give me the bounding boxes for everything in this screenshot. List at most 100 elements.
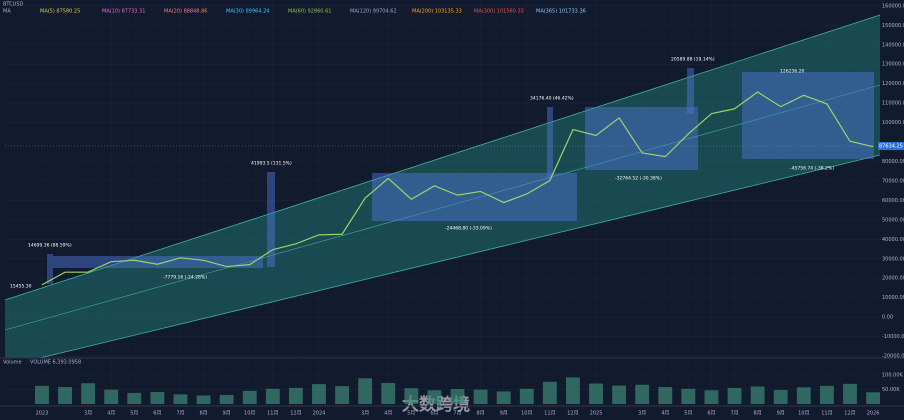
x-tick-label: 11月 — [544, 411, 555, 417]
x-tick-label: 6月 — [153, 411, 161, 417]
ma-label: MA(120) 99704.62 — [350, 9, 397, 15]
volume-bar — [265, 388, 280, 404]
x-tick-label: 12月 — [567, 411, 578, 417]
y-tick-label: 20000.00 — [882, 276, 904, 282]
volume-bar — [819, 385, 834, 404]
x-tick-label: 4月 — [661, 411, 669, 417]
last-price-tag — [878, 142, 904, 150]
volume-bar — [843, 383, 857, 404]
ma-label: MA(200) 103135.33 — [412, 9, 462, 15]
annotation: 34176.40 (46.42%) — [530, 96, 574, 102]
x-tick-label: 5月 — [130, 411, 138, 417]
volume-bar — [150, 392, 165, 404]
annotation: -32764.52 (-30.38%) — [615, 176, 662, 182]
volume-bar — [196, 395, 211, 404]
x-tick-label: 2024 — [313, 411, 326, 417]
y-tick-label: 30000.00 — [882, 256, 904, 262]
x-tick-label: 10月 — [798, 411, 809, 417]
volume-bar — [35, 385, 49, 404]
x-tick-label: 4月 — [384, 411, 392, 417]
volume-bar — [104, 389, 119, 404]
x-tick-label: 7月 — [453, 411, 461, 417]
measure-box — [742, 72, 874, 159]
volume-bar — [589, 383, 603, 404]
volume-bar — [381, 382, 396, 404]
volume-bar — [312, 384, 326, 404]
measure-box — [687, 68, 694, 114]
volume-bar — [58, 387, 72, 404]
x-tick-label: 12月 — [844, 411, 855, 417]
volume-bar — [727, 387, 742, 404]
y-tick-label: 50000.00 — [882, 217, 904, 223]
y-tick-label: 130000.00 — [882, 62, 904, 68]
y-tick-label: 110000.00 — [882, 101, 904, 107]
volume-bar — [219, 394, 234, 404]
volume-bar — [127, 392, 142, 404]
ma-label: MA(365) 101733.36 — [536, 9, 586, 15]
volume-bar — [566, 377, 580, 404]
x-tick-label: 5月 — [684, 411, 692, 417]
volume-bar — [81, 383, 96, 404]
volume-label: VOLUME 6,393.0958 — [30, 360, 81, 366]
symbol: BTCUSD — [3, 2, 24, 8]
y-tick-label: 60000.00 — [882, 198, 904, 204]
measure-box — [53, 256, 263, 268]
x-tick-label: 2026 — [867, 411, 880, 417]
volume-bar — [635, 384, 650, 404]
volume-bar — [542, 381, 557, 404]
x-tick-label: 3月 — [361, 411, 369, 417]
channel-fill — [5, 15, 880, 358]
y-tick-label: 70000.00 — [882, 178, 904, 184]
x-tick-label: 8月 — [476, 411, 484, 417]
last-price: 87634.25 — [879, 144, 903, 150]
x-tick-label: 8月 — [754, 411, 762, 417]
x-tick-label: 8月 — [199, 411, 207, 417]
y-tick-label: 160000.00 — [882, 3, 904, 9]
ma-label: MA(5) 87580.25 — [40, 9, 80, 15]
volume-bar — [450, 389, 465, 404]
volume-bar — [519, 388, 534, 404]
volume-bar — [750, 386, 765, 404]
x-tick-label: 6月 — [430, 411, 438, 417]
ma-label: MA(30) 89964.24 — [226, 9, 269, 15]
x-tick-label: 12月 — [290, 411, 301, 417]
volume-tick-label: 100.00K — [882, 372, 903, 378]
volume-bar — [704, 390, 719, 404]
channel-mid — [4, 84, 881, 331]
x-tick-label: 9月 — [500, 411, 508, 417]
x-tick-label: 2025 — [590, 411, 603, 417]
volume-bar — [773, 389, 788, 404]
measure-box — [372, 173, 577, 221]
volume-bar — [173, 394, 188, 404]
y-tick-label: -20000.00 — [882, 354, 904, 360]
y-tick-label: -10000.00 — [882, 334, 904, 340]
x-tick-label: 9月 — [223, 411, 231, 417]
ma-label: MA(300) 101560.33 — [474, 9, 524, 15]
x-tick-label: 4月 — [107, 411, 115, 417]
x-tick-label: 6月 — [707, 411, 715, 417]
y-tick-label: 40000.00 — [882, 237, 904, 243]
annotation: 14699.36 (88.59%) — [28, 243, 72, 249]
measure-box — [547, 107, 553, 179]
volume-bar — [473, 389, 488, 404]
volume-bar — [358, 378, 373, 404]
x-tick-label: 7月 — [730, 411, 738, 417]
x-tick-label: 11月 — [267, 411, 278, 417]
volume-bar — [612, 385, 627, 404]
x-tick-label: 3月 — [638, 411, 646, 417]
annotation: -24468.80 (-33.09%) — [445, 226, 492, 232]
annotation: -45756.74 (-38.2%) — [790, 166, 834, 172]
y-tick-label: 0.00 — [882, 315, 893, 321]
volume-bar — [681, 388, 696, 404]
channel-top — [4, 14, 881, 301]
plot — [5, 0, 880, 406]
ma-label: MA(20) 88848.86 — [164, 9, 207, 15]
volume-bar — [288, 387, 303, 404]
volume-bar — [796, 387, 811, 404]
volume-bar — [335, 386, 349, 404]
channel — [4, 14, 881, 359]
x-tick-label: 11月 — [821, 411, 832, 417]
x-tick-label: 2023 — [36, 411, 49, 417]
annotation: 20589.88 (19.14%) — [671, 57, 715, 63]
